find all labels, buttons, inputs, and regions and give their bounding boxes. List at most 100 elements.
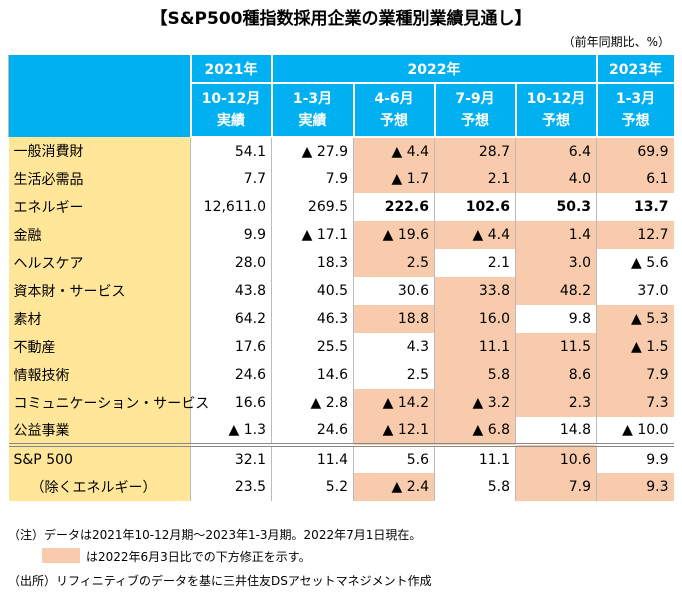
cell: 30.6: [353, 277, 435, 305]
cell: 16.0: [434, 305, 516, 333]
period-header: 10-12月 予想: [514, 83, 597, 138]
year-header: 2022年: [270, 55, 597, 84]
row-label: 素材: [8, 305, 191, 333]
period-line: 10-12月: [201, 91, 261, 107]
cell: ▲ 27.9: [271, 137, 354, 165]
cell: ▲ 1.3: [190, 417, 272, 445]
period-line: 予想: [380, 113, 408, 129]
cell: 11.1: [434, 333, 516, 361]
cell: 2.5: [353, 361, 435, 389]
cell: ▲ 10.0: [596, 417, 674, 445]
cell: 5.8: [434, 361, 516, 389]
cell: 9.3: [596, 473, 674, 501]
cell: 17.6: [190, 333, 272, 361]
cell: 64.2: [190, 305, 272, 333]
legend-swatch: [42, 548, 80, 563]
cell: ▲ 12.1: [353, 417, 435, 445]
cell: 9.9: [596, 443, 674, 473]
header-row: 2021年 2022年 2023年: [8, 55, 674, 137]
row-label: 不動産: [8, 333, 191, 361]
cell: 5.2: [271, 473, 354, 501]
cell: 7.7: [190, 165, 272, 193]
cell: ▲ 19.6: [353, 221, 435, 249]
year-header: 2021年: [189, 55, 272, 84]
row-label: コミュニケーション・サービス: [8, 389, 209, 417]
unit: （前年同期比、%）: [562, 35, 670, 49]
row-label: エネルギー: [8, 193, 191, 221]
cell: 32.1: [190, 443, 272, 473]
table: 2021年 2022年 2023年 10-12月 実績 1-3月 実績 4-6月 予想 7-9月予…: [8, 55, 674, 501]
cell: 14.6: [271, 361, 354, 389]
period-line: 4-6月: [374, 91, 414, 107]
cell: ▲ 1.5: [596, 333, 674, 361]
cell: 8.6: [514, 361, 597, 389]
cell: 28.0: [190, 249, 272, 277]
cell: 18.3: [271, 249, 354, 277]
cell: ▲ 5.6: [596, 249, 674, 277]
data-row: エネルギー 12,611.0 269.5 222.6 102.6 50.3 13.7: [8, 193, 674, 221]
cell: 222.6: [353, 193, 435, 221]
cell: 11.4: [271, 443, 354, 473]
period-line: 実績: [298, 113, 327, 129]
cell: 50.3: [514, 193, 597, 221]
title: 【S&P500種指数採用企業の業種別業績見通し】: [150, 9, 532, 29]
cell: 10.6: [514, 443, 597, 473]
cell: 18.8: [353, 305, 435, 333]
data-row: 金融 9.9 ▲ 17.1 ▲ 19.6 ▲ 4.4 1.4 12.7: [8, 221, 674, 249]
cell: 46.3: [271, 305, 354, 333]
data-row: 一般消費財 54.1 ▲ 27.9 ▲ 4.4 28.7 6.4 69.9: [8, 137, 674, 165]
note: （注）データは2021年10-12月期～2023年1-3月期。2022年7月1日…: [8, 528, 422, 542]
cell: 7.9: [596, 361, 674, 389]
period-line: 10-12月: [526, 91, 586, 107]
cell: 102.6: [434, 193, 516, 221]
period-line: 予想: [461, 113, 489, 129]
cell: 69.9: [596, 137, 674, 165]
cell: 16.6: [190, 389, 272, 417]
period-line: 1-3月: [292, 91, 333, 107]
cell: 7.9: [271, 165, 354, 193]
row-label: 一般消費財: [8, 137, 191, 165]
cell: 4.0: [514, 165, 597, 193]
cell: 7.3: [596, 389, 674, 417]
source: （出所）リフィニティブのデータを基に三井住友DSアセットマネジメント作成: [8, 574, 432, 588]
period-line: 実績: [217, 113, 245, 129]
period-line: 予想: [621, 113, 650, 129]
cell: 54.1: [190, 137, 272, 165]
cell: 9.9: [190, 221, 272, 249]
legend-text: は2022年6月3日比での下方修正を示す。: [86, 550, 311, 564]
cell: 1.4: [514, 221, 597, 249]
data-row: S&P 500 32.1 11.4 5.6 11.1 10.6 9.9: [8, 443, 674, 473]
cell: 2.1: [434, 165, 516, 193]
cell: 12.7: [596, 221, 674, 249]
cell: 24.6: [271, 417, 354, 445]
cell: 2.1: [434, 249, 516, 277]
cell: ▲ 2.8: [271, 389, 354, 417]
cell: 6.1: [596, 165, 674, 193]
cell: 43.8: [190, 277, 272, 305]
row-label: （除くエネルギー）: [8, 473, 191, 501]
data-row: 公益事業 ▲ 1.3 24.6 ▲ 12.1 ▲ 6.8 14.8 ▲ 10.0: [8, 417, 674, 445]
data-row: コミュニケーション・サービス 16.6 ▲ 2.8 ▲ 14.2 ▲ 3.2 2.3 7.3: [8, 389, 674, 417]
cell: 40.5: [271, 277, 354, 305]
cell: 24.6: [190, 361, 272, 389]
period-header: 1-3月 予想: [595, 83, 674, 138]
cell: 4.3: [353, 333, 435, 361]
data-row: 素材 64.2 46.3 18.8 16.0 9.8 ▲ 5.3: [8, 305, 674, 333]
data-row: 情報技術 24.6 14.6 2.5 5.8 8.6 7.9: [8, 361, 674, 389]
cell: 23.5: [190, 473, 272, 501]
cell: ▲ 3.2: [434, 389, 516, 417]
cell: 25.5: [271, 333, 354, 361]
cell: 12,611.0: [190, 193, 272, 221]
year-header: 2023年: [595, 55, 674, 84]
row-label: S&P 500: [8, 443, 191, 473]
cell: 33.8: [434, 277, 516, 305]
cell: 13.7: [596, 193, 674, 221]
cell: 7.9: [514, 473, 597, 501]
cell: 11.1: [434, 443, 516, 473]
cell: ▲ 4.4: [353, 137, 435, 165]
period-line: 7-9月: [455, 91, 495, 107]
cell: ▲ 2.4: [353, 473, 435, 501]
cell: 3.0: [514, 249, 597, 277]
cell: 2.3: [514, 389, 597, 417]
period-header: 7-9月予想: [433, 83, 516, 138]
